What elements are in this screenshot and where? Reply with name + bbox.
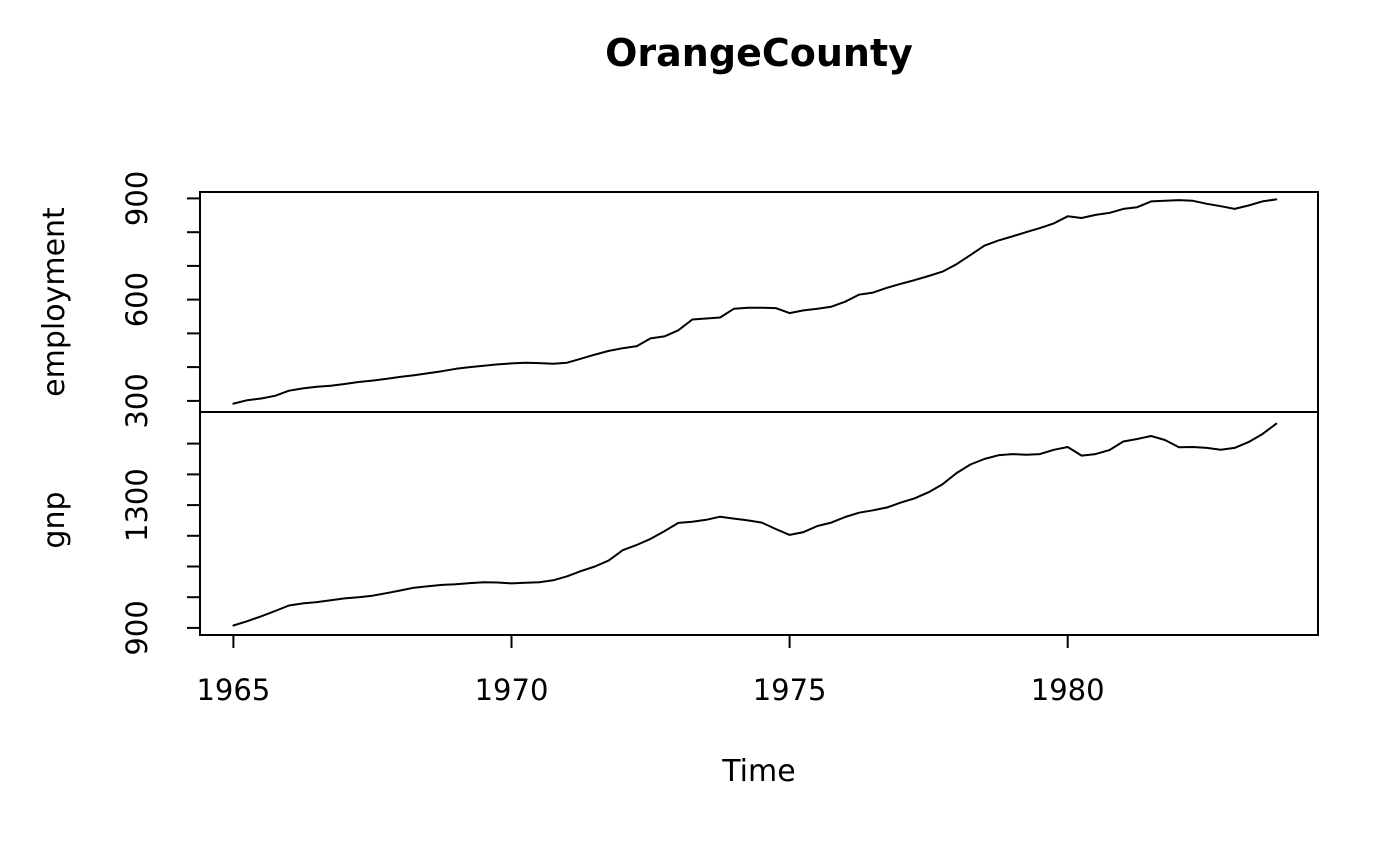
series-line-gnp xyxy=(232,422,1278,627)
series-line-employment xyxy=(232,198,1278,405)
y-tick-label-employment: 600 xyxy=(120,272,154,327)
y-axis-label-gnp: gnp xyxy=(37,491,72,548)
x-tick-label: 1980 xyxy=(1031,673,1105,707)
x-tick-label: 1975 xyxy=(753,673,827,707)
y-tick-label-gnp: 1300 xyxy=(120,468,154,542)
chart-title: OrangeCounty xyxy=(605,31,913,75)
plot-panels: 300 600 900 900 1300 1965 1970 1975 1980 xyxy=(120,171,1319,707)
panel-box-employment xyxy=(199,191,1319,413)
y-tick-label-employment: 300 xyxy=(120,373,154,428)
y-axis-label-employment: employment xyxy=(37,207,72,397)
x-axis-label: Time xyxy=(721,754,795,789)
x-tick-label: 1970 xyxy=(475,673,549,707)
y-tick-label-employment: 900 xyxy=(120,171,154,226)
panel-box-gnp xyxy=(199,411,1319,636)
x-tick-label: 1965 xyxy=(196,673,270,707)
y-tick-label-gnp: 900 xyxy=(120,600,154,655)
